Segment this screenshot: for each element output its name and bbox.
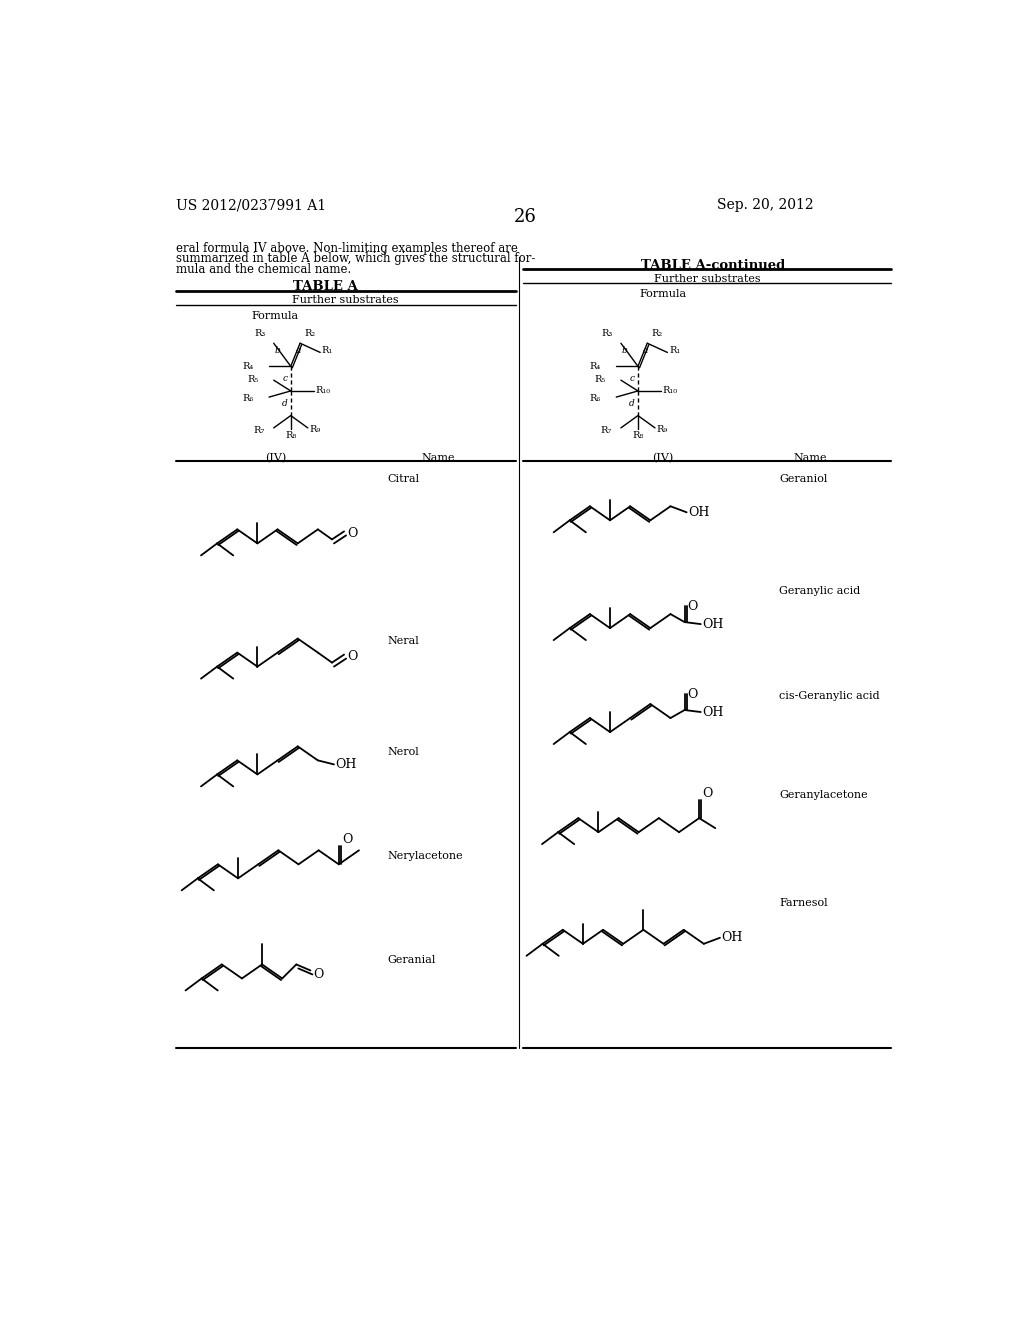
Text: R₆: R₆ <box>242 395 254 403</box>
Text: R₁: R₁ <box>322 346 333 355</box>
Text: R₄: R₄ <box>243 362 254 371</box>
Text: R₆: R₆ <box>590 395 601 403</box>
Text: R₈: R₈ <box>285 430 296 440</box>
Text: R₇: R₇ <box>600 426 611 436</box>
Text: OH: OH <box>688 506 710 519</box>
Text: eral formula IV above. Non-limiting examples thereof are: eral formula IV above. Non-limiting exam… <box>176 242 518 255</box>
Text: b: b <box>622 346 627 355</box>
Text: d: d <box>629 399 635 408</box>
Text: cis-Geranylic acid: cis-Geranylic acid <box>779 692 880 701</box>
Text: Sep. 20, 2012: Sep. 20, 2012 <box>717 198 814 213</box>
Text: R₁₀: R₁₀ <box>315 387 331 396</box>
Text: c: c <box>630 374 635 383</box>
Text: R₄: R₄ <box>590 362 601 371</box>
Text: O: O <box>702 787 713 800</box>
Text: Nerylacetone: Nerylacetone <box>388 851 463 862</box>
Text: a: a <box>643 346 648 355</box>
Text: 26: 26 <box>513 209 537 227</box>
Text: d: d <box>282 399 288 408</box>
Text: Farnesol: Farnesol <box>779 898 827 908</box>
Text: O: O <box>688 599 698 612</box>
Text: R₈: R₈ <box>633 430 643 440</box>
Text: R₁₀: R₁₀ <box>663 387 678 396</box>
Text: a: a <box>295 346 301 355</box>
Text: O: O <box>688 688 698 701</box>
Text: OH: OH <box>722 932 742 944</box>
Text: OH: OH <box>702 705 724 718</box>
Text: O: O <box>347 649 358 663</box>
Text: (IV): (IV) <box>652 453 674 463</box>
Text: Geraniol: Geraniol <box>779 474 827 484</box>
Text: Nerol: Nerol <box>388 747 420 758</box>
Text: Name: Name <box>421 453 455 462</box>
Text: Geranial: Geranial <box>388 956 436 965</box>
Text: R₃: R₃ <box>602 330 613 338</box>
Text: Neral: Neral <box>388 636 420 645</box>
Text: TABLE A-continued: TABLE A-continued <box>641 259 785 272</box>
Text: Citral: Citral <box>388 474 420 484</box>
Text: OH: OH <box>702 618 724 631</box>
Text: O: O <box>312 968 324 981</box>
Text: Geranylacetone: Geranylacetone <box>779 789 867 800</box>
Text: Further substrates: Further substrates <box>654 275 761 284</box>
Text: R₉: R₉ <box>309 425 321 434</box>
Text: Name: Name <box>794 453 826 462</box>
Text: (IV): (IV) <box>264 453 286 463</box>
Text: R₅: R₅ <box>247 375 258 384</box>
Text: summarized in table A below, which gives the structural for-: summarized in table A below, which gives… <box>176 252 536 265</box>
Text: O: O <box>342 833 352 846</box>
Text: c: c <box>283 374 288 383</box>
Text: O: O <box>347 527 358 540</box>
Text: TABLE A: TABLE A <box>293 280 358 293</box>
Text: R₂: R₂ <box>652 330 663 338</box>
Text: R₁: R₁ <box>669 346 680 355</box>
Text: b: b <box>274 346 280 355</box>
Text: OH: OH <box>336 758 357 771</box>
Text: Geranylic acid: Geranylic acid <box>779 586 860 595</box>
Text: Formula: Formula <box>252 312 299 321</box>
Text: Formula: Formula <box>639 289 686 300</box>
Text: US 2012/0237991 A1: US 2012/0237991 A1 <box>176 198 327 213</box>
Text: Further substrates: Further substrates <box>293 296 399 305</box>
Text: R₇: R₇ <box>253 426 264 436</box>
Text: R₅: R₅ <box>594 375 605 384</box>
Text: R₂: R₂ <box>305 330 315 338</box>
Text: R₉: R₉ <box>656 425 668 434</box>
Text: mula and the chemical name.: mula and the chemical name. <box>176 263 351 276</box>
Text: R₃: R₃ <box>255 330 266 338</box>
